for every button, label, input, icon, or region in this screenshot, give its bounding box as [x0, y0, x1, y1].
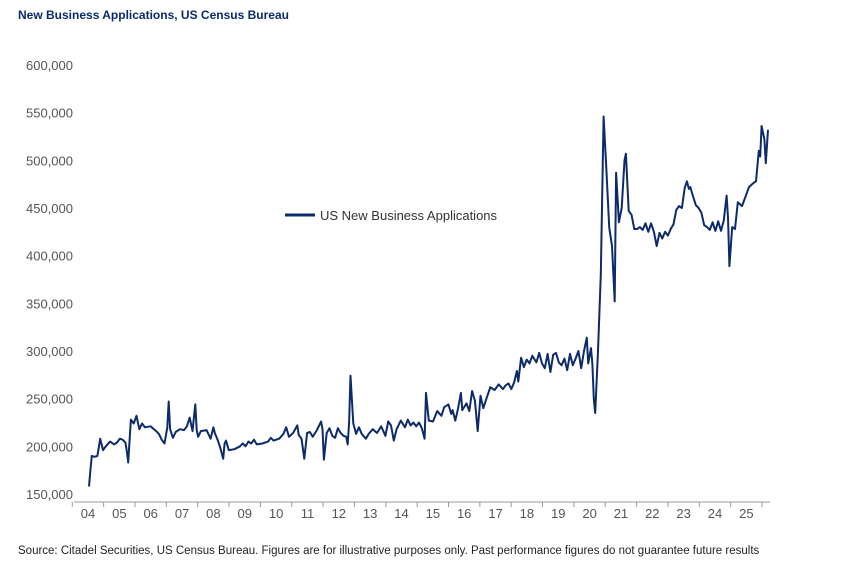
x-tick-label: 08 — [206, 506, 220, 521]
x-tick-label: 22 — [645, 506, 659, 521]
x-tick-label: 18 — [520, 506, 534, 521]
y-tick-label: 550,000 — [26, 106, 73, 121]
legend-label: US New Business Applications — [320, 208, 498, 223]
x-tick-label: 04 — [81, 506, 95, 521]
x-tick-label: 13 — [363, 506, 377, 521]
legend: US New Business Applications — [285, 208, 498, 223]
series-line-us-new-business-applications — [88, 115, 769, 487]
x-tick-label: 23 — [676, 506, 690, 521]
y-tick-label: 300,000 — [26, 344, 73, 359]
x-tick-label: 11 — [301, 506, 315, 521]
y-tick-label: 250,000 — [26, 392, 73, 407]
x-tick-label: 19 — [551, 506, 565, 521]
x-tick-label: 05 — [112, 506, 126, 521]
x-tick-label: 21 — [614, 506, 628, 521]
x-tick-label: 15 — [426, 506, 440, 521]
x-tick-label: 24 — [708, 506, 722, 521]
y-tick-label: 450,000 — [26, 201, 73, 216]
chart-title: New Business Applications, US Census Bur… — [18, 8, 289, 22]
y-tick-label: 600,000 — [26, 58, 73, 73]
y-tick-label: 400,000 — [26, 249, 73, 264]
x-tick-label: 20 — [582, 506, 596, 521]
x-tick-label: 10 — [269, 506, 283, 521]
x-tick-label: 09 — [238, 506, 252, 521]
x-axis: 04 05 06 07 08 09 10 11 12 13 14 15 16 17 18 19 20 21 22 23… — [71, 501, 770, 521]
y-axis: 150,000 200,000 250,000 300,000 350,000 400,0… — [26, 58, 73, 502]
y-tick-label: 350,000 — [26, 296, 73, 311]
y-tick-label: 500,000 — [26, 153, 73, 168]
x-tick-label: 06 — [143, 506, 157, 521]
source-note: Source: Citadel Securities, US Census Bu… — [18, 545, 760, 557]
x-tick-label: 12 — [332, 506, 346, 521]
x-tick-label: 25 — [739, 506, 753, 521]
y-tick-label: 150,000 — [26, 487, 73, 502]
line-chart: 150,000 200,000 250,000 300,000 350,000 400,0… — [26, 58, 770, 521]
x-tick-label: 16 — [457, 506, 471, 521]
series-layer — [88, 115, 769, 487]
x-tick-label: 14 — [394, 506, 408, 521]
x-tick-label: 17 — [488, 506, 502, 521]
y-tick-label: 200,000 — [26, 439, 73, 454]
x-tick-label: 07 — [175, 506, 189, 521]
